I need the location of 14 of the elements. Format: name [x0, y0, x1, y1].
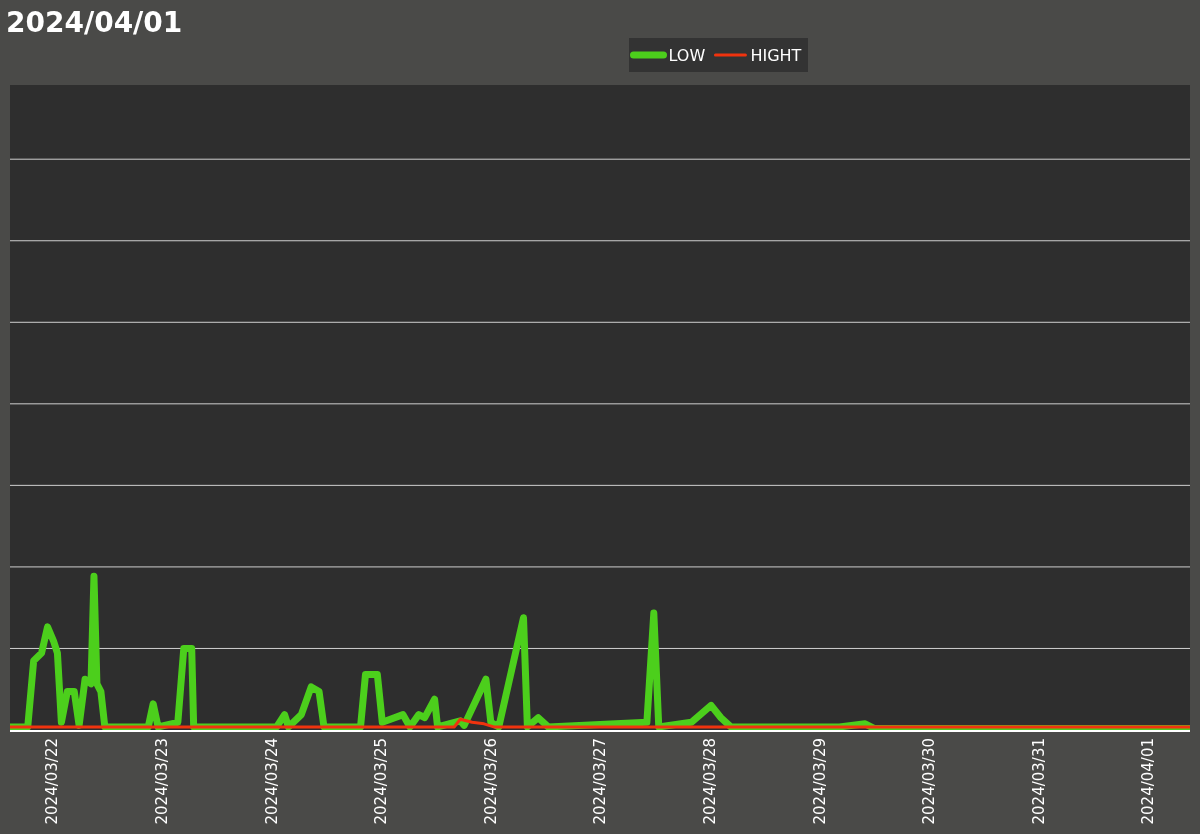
x-tick-label: 2024/03/29 [810, 738, 829, 825]
legend-label: LOW [668, 46, 706, 66]
x-tick-label: 2024/03/30 [920, 738, 939, 825]
x-tick-label: 2024/03/27 [591, 738, 610, 825]
x-tick-label: 2024/03/28 [701, 738, 720, 825]
x-tick-label: 2024/03/24 [262, 738, 281, 825]
x-tick-label: 2024/03/26 [481, 738, 500, 825]
legend-label: HIGHT [750, 46, 802, 66]
x-tick-label: 2024/03/23 [152, 738, 171, 825]
chart-title: 2024/04/01 [6, 6, 183, 40]
x-tick-label: 2024/04/01 [1139, 738, 1158, 825]
x-tick-label: 2024/03/25 [372, 738, 391, 825]
x-tick-label: 2024/03/22 [43, 738, 62, 825]
x-tick-label: 2024/03/31 [1029, 738, 1048, 825]
